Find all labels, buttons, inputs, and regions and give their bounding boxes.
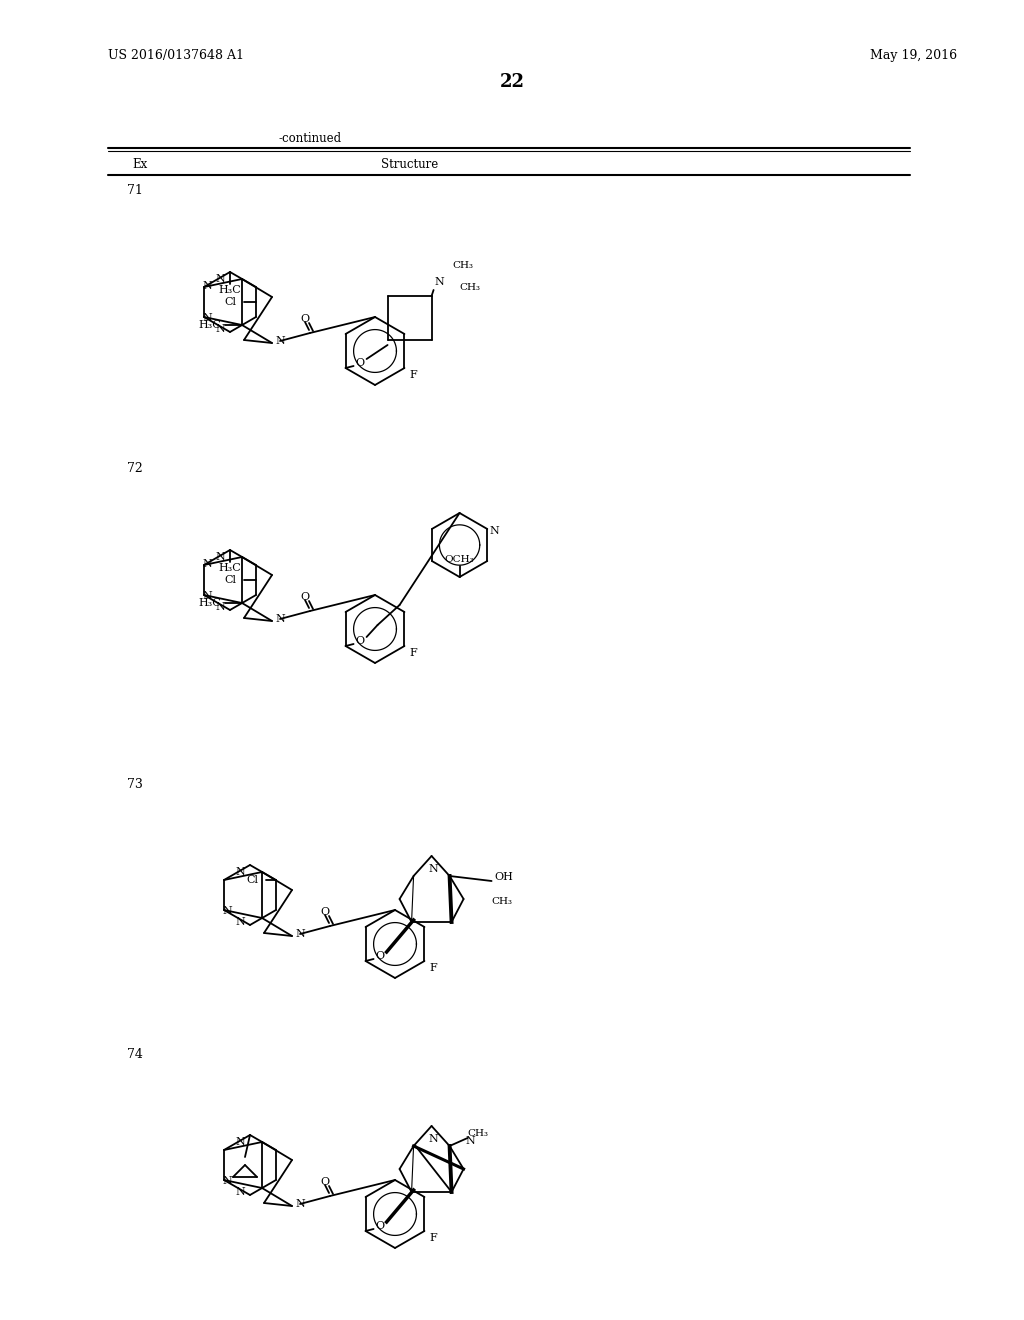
- Text: Cl: Cl: [246, 875, 258, 884]
- Text: 22: 22: [500, 73, 524, 91]
- Text: Ex: Ex: [132, 158, 147, 172]
- Text: N: N: [429, 865, 438, 874]
- Text: N: N: [202, 591, 212, 601]
- Text: F: F: [410, 648, 418, 657]
- Text: N: N: [466, 1137, 475, 1146]
- Text: H₃C: H₃C: [199, 319, 221, 330]
- Text: N: N: [295, 929, 305, 939]
- Text: N: N: [236, 1137, 245, 1147]
- Text: N: N: [295, 1199, 305, 1209]
- Text: N: N: [202, 313, 212, 323]
- Text: H₃C: H₃C: [199, 598, 221, 607]
- Text: N: N: [236, 917, 245, 927]
- Text: N: N: [202, 281, 212, 290]
- Text: H₃C: H₃C: [219, 285, 242, 294]
- Text: N: N: [222, 1176, 231, 1185]
- Text: N: N: [275, 614, 285, 624]
- Text: N: N: [435, 277, 444, 286]
- Text: N: N: [429, 1134, 438, 1144]
- Text: N: N: [215, 323, 225, 334]
- Text: H₃C: H₃C: [219, 564, 242, 573]
- Text: CH₃: CH₃: [492, 896, 512, 906]
- Text: Cl: Cl: [224, 576, 236, 585]
- Text: O: O: [355, 358, 365, 368]
- Text: O: O: [321, 907, 330, 917]
- Text: N: N: [275, 337, 285, 346]
- Text: CH₃: CH₃: [467, 1130, 488, 1138]
- Text: Structure: Structure: [381, 158, 438, 172]
- Text: N: N: [202, 558, 212, 569]
- Text: N: N: [222, 906, 231, 916]
- Text: 73: 73: [127, 779, 143, 792]
- Text: CH₃: CH₃: [452, 261, 473, 271]
- Text: F: F: [430, 964, 437, 973]
- Text: O: O: [300, 314, 309, 323]
- Text: 71: 71: [127, 183, 143, 197]
- Text: 74: 74: [127, 1048, 143, 1061]
- Text: O: O: [321, 1177, 330, 1187]
- Text: May 19, 2016: May 19, 2016: [870, 49, 957, 62]
- Text: N: N: [215, 552, 225, 562]
- Text: N: N: [215, 275, 225, 284]
- Text: 72: 72: [127, 462, 143, 474]
- Text: -continued: -continued: [279, 132, 342, 144]
- Text: N: N: [236, 867, 245, 876]
- Text: CH₃: CH₃: [459, 284, 480, 293]
- Text: O: O: [300, 591, 309, 602]
- Text: F: F: [410, 370, 418, 380]
- Text: N: N: [489, 525, 499, 536]
- Text: O: O: [355, 636, 365, 645]
- Text: US 2016/0137648 A1: US 2016/0137648 A1: [108, 49, 244, 62]
- Text: N: N: [215, 602, 225, 612]
- Text: OH: OH: [495, 873, 513, 882]
- Text: N: N: [236, 1187, 245, 1197]
- Text: F: F: [430, 1233, 437, 1243]
- Text: O: O: [375, 1221, 384, 1232]
- Text: Cl: Cl: [224, 297, 236, 308]
- Text: O: O: [375, 950, 384, 961]
- Text: OCH₃: OCH₃: [444, 554, 474, 564]
